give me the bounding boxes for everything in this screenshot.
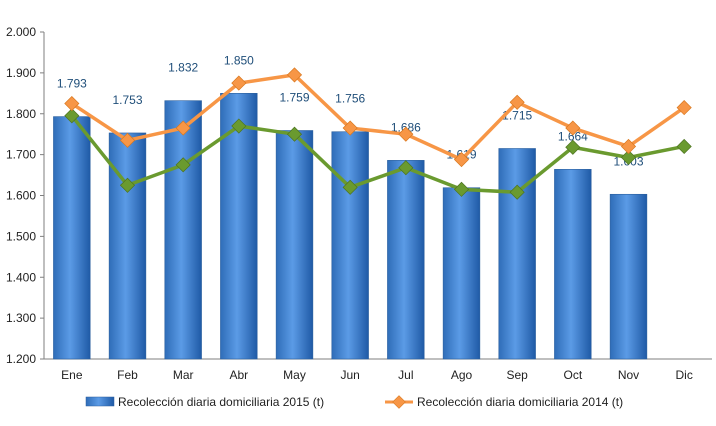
- series-green-marker: [565, 139, 581, 155]
- series-green-line: [70, 114, 685, 194]
- series-2014-marker: [509, 94, 525, 110]
- legend-item-2015: Recolección diaria domiciliaria 2015 (t): [85, 395, 324, 409]
- series-2014-marker: [119, 132, 136, 148]
- y-tick-label: 1.800: [6, 107, 36, 121]
- legend-swatch-2015: [85, 396, 115, 407]
- legend-label-2015: Recolección diaria domiciliaria 2015 (t): [118, 395, 324, 409]
- x-tick-label: Ago: [451, 368, 473, 382]
- series-green-marker: [119, 177, 136, 193]
- legend-item-2014: Recolección diaria domiciliaria 2014 (t): [385, 395, 623, 409]
- y-tick-labels: 1.200 1.300 1.400 1.500 1.600 1.700 1.800 1.900…: [6, 25, 36, 366]
- x-tick-label: Jun: [340, 368, 359, 382]
- lines: [64, 67, 692, 200]
- series-green-marker: [286, 126, 303, 142]
- series-green-marker: [398, 160, 414, 176]
- bar-data-label: 1.832: [168, 61, 198, 75]
- series-green-marker: [509, 184, 525, 200]
- bars: [53, 93, 648, 360]
- series-green-marker: [620, 149, 637, 166]
- legend-label-2014: Recolección diaria domiciliaria 2014 (t): [417, 395, 623, 409]
- y-tick-label: 1.500: [6, 229, 36, 243]
- bar-data-label: 1.664: [558, 129, 588, 143]
- series-2014-marker: [676, 100, 692, 116]
- x-tick-label: Oct: [563, 368, 582, 382]
- series-green-marker: [453, 181, 470, 197]
- bar: [609, 193, 648, 360]
- bar: [275, 130, 314, 360]
- series-2014-marker: [286, 67, 303, 83]
- series-2014-marker: [565, 120, 581, 136]
- bar-data-label: 1.793: [57, 77, 87, 91]
- x-tick-label: Dic: [675, 368, 692, 382]
- bar: [164, 100, 202, 360]
- bar-data-label: 1.753: [112, 93, 142, 107]
- x-tick-label: Jul: [398, 368, 413, 382]
- bar-data-label: 1.759: [279, 91, 309, 105]
- series-green-marker: [231, 118, 247, 134]
- bar: [442, 187, 481, 360]
- y-tick-label: 1.400: [6, 270, 36, 284]
- series-2014-line: [70, 73, 686, 162]
- y-tick-label: 1.300: [6, 311, 36, 325]
- series-2014-marker: [175, 120, 191, 136]
- x-tick-label: May: [283, 368, 306, 382]
- series-2014-marker: [620, 138, 637, 155]
- bar: [53, 116, 91, 360]
- x-tick-label: Ene: [61, 368, 83, 382]
- y-tick-label: 1.900: [6, 66, 36, 80]
- y-tick-label: 1.700: [6, 148, 36, 162]
- bar: [220, 93, 258, 360]
- series-2014-marker: [64, 95, 80, 112]
- series-2014-marker: [342, 120, 358, 136]
- y-tick-label: 2.000: [6, 25, 36, 39]
- x-tick-labels: Ene Feb Mar Abr May Jun Jul Ago Sep Oct Nov Dic: [61, 368, 693, 382]
- x-tick-label: Abr: [229, 368, 248, 382]
- x-tick-label: Mar: [173, 368, 194, 382]
- series-green-marker: [175, 157, 191, 173]
- bar-data-label: 1.850: [224, 53, 254, 67]
- y-tick-label: 1.600: [6, 189, 36, 203]
- series-green-marker: [342, 179, 358, 195]
- series-2014-marker: [398, 126, 414, 142]
- bar: [554, 169, 592, 360]
- bar-data-label: 1.756: [335, 92, 365, 106]
- bar: [387, 160, 425, 360]
- series-green-marker: [64, 108, 80, 124]
- legend: Recolección diaria domiciliaria 2015 (t)…: [85, 395, 623, 409]
- x-tick-label: Nov: [618, 368, 639, 382]
- series-2014-marker: [231, 75, 247, 91]
- x-tick-label: Feb: [117, 368, 138, 382]
- bar: [331, 131, 369, 360]
- x-tick-label: Sep: [506, 368, 528, 382]
- legend-marker-2014: [392, 395, 406, 409]
- series-green-marker: [676, 138, 692, 155]
- series-2014-marker: [453, 151, 470, 168]
- axes: [40, 31, 712, 360]
- y-tick-label: 1.200: [6, 352, 36, 366]
